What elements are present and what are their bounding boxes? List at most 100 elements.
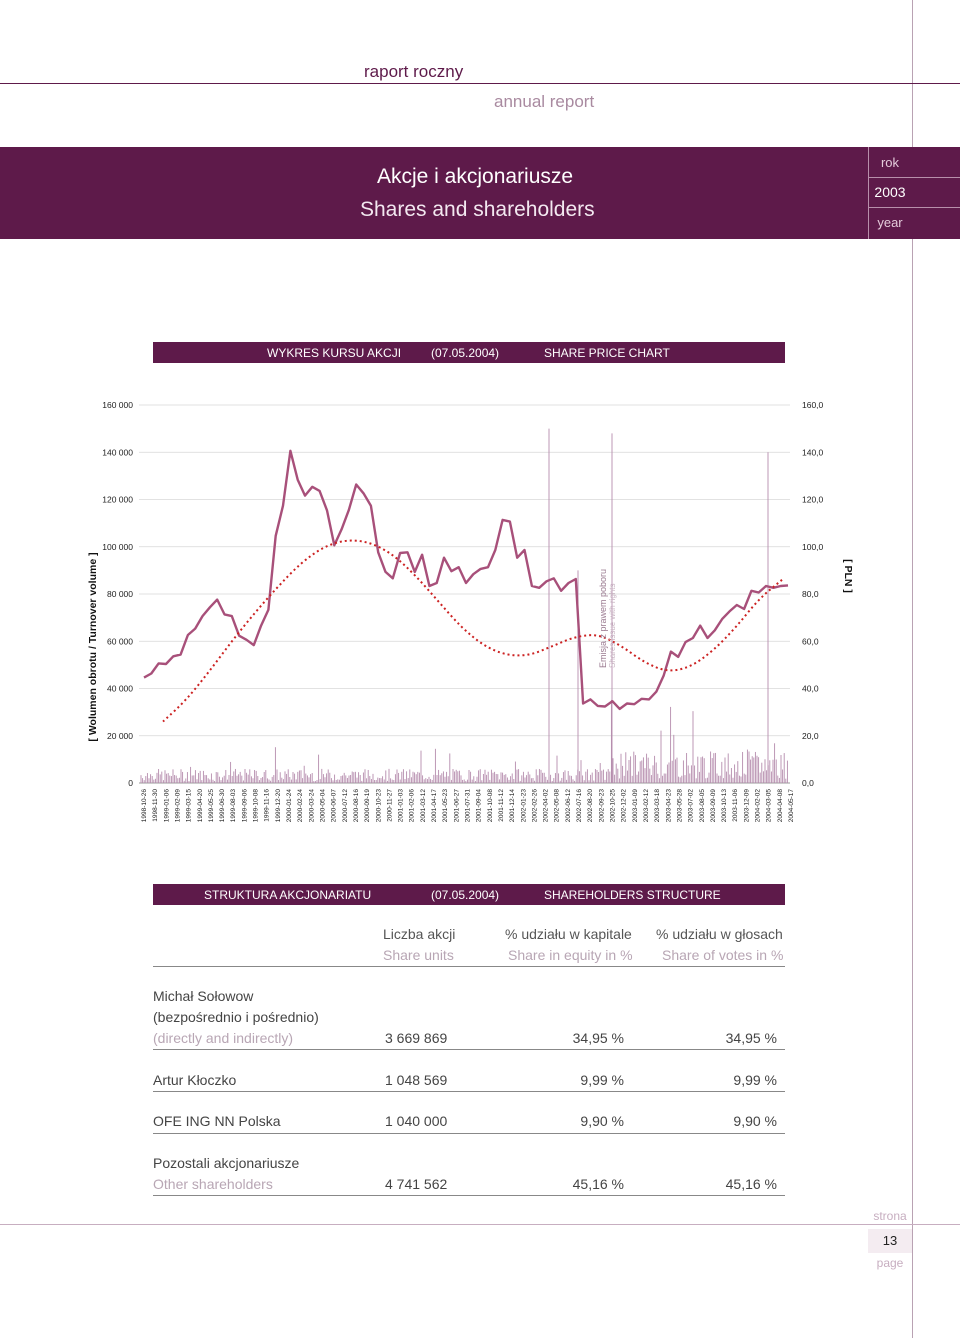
row3-shares: 1 040 000 [385,1113,448,1129]
x-tick-label: 2003-05-28 [676,789,683,823]
left-tick-label: 120 000 [102,495,133,505]
row2-rule [153,1091,785,1092]
row4-name: Pozostali akcjonariusze [153,1155,300,1171]
x-tick-label: 2003-11-06 [732,789,739,822]
year-rule-2 [868,207,960,208]
right-tick-label: 60,0 [802,636,819,646]
page-number: 13 [882,1233,898,1248]
x-tick-label: 1999-10-08 [253,789,260,823]
x-tick-label: 2003-07-02 [688,789,695,823]
right-tick-label: 160,0 [802,400,824,410]
x-tick-label: 2003-04-23 [665,789,672,823]
x-tick-label: 2000-03-24 [308,789,315,823]
row3-rule [153,1133,785,1134]
chart-section-label-en: SHARE PRICE CHART [544,346,670,360]
trend-line [162,539,783,723]
chart-annotation-pl: Emisja z prawem poboru [598,569,608,668]
chart-section-date: (07.05.2004) [431,346,500,360]
shareholders-section-date: (07.05.2004) [431,888,500,902]
x-tick-label: 2002-09-23 [598,789,605,823]
x-tick-label: 2003-03-18 [654,789,661,823]
section-banner [0,147,960,239]
left-tick-label: 0 [128,778,133,788]
left-tick-label: 60 000 [107,636,133,646]
row4-name-en: Other shareholders [153,1176,273,1192]
x-tick-label: 2002-01-23 [520,789,527,823]
x-tick-label: 2000-05-04 [319,789,326,823]
x-tick-label: 1999-02-09 [174,789,181,823]
page-label-en: page [876,1256,904,1270]
col-header-equity-en: Share in equity in % [508,947,633,963]
x-tick-label: 1998-11-30 [152,789,159,822]
x-tick-label: 1999-06-30 [219,789,226,823]
x-tick-label: 2001-01-03 [398,789,405,823]
x-tick-label: 1999-11-16 [264,789,271,822]
row1-rule [153,1049,785,1050]
row4-rule [153,1195,785,1196]
left-tick-label: 80 000 [107,589,133,599]
right-tick-label: 140,0 [802,447,824,457]
right-axis-label: [ PLN ] [842,559,854,593]
row4-votes: 45,16 % [725,1176,777,1192]
left-axis-label: [ Wolumen obrotu / Turnover volume ] [87,552,99,741]
x-tick-label: 1998-10-26 [141,789,148,823]
x-tick-label: 2000-10-23 [375,789,382,823]
x-tick-label: 1999-03-15 [186,789,193,823]
x-tick-label: 1999-09-06 [241,789,248,823]
x-tick-label: 2000-02-24 [297,789,304,823]
x-tick-label: 2001-02-06 [409,789,416,823]
row3-name: OFE ING NN Polska [153,1113,281,1129]
price-line [143,449,789,711]
x-tick-label: 2004-03-05 [766,789,773,823]
x-tick-label: 2003-01-09 [632,789,639,823]
x-tick-label: 1999-08-03 [230,789,237,823]
row2-shares: 1 048 569 [385,1072,448,1088]
left-tick-label: 160 000 [102,400,133,410]
row2-votes: 9,99 % [733,1072,777,1088]
share-price-chart: 0 0,0 20 000 20,0 40 000 40,0 60 000 60,0 80 000… [87,400,854,823]
col-header-votes-en: Share of votes in % [662,947,784,963]
row1-name-en: (directly and indirectly) [153,1030,294,1046]
header-rule [0,83,960,84]
left-tick-label: 40 000 [107,684,133,694]
shareholders-section-label-pl: STRUKTURA AKCJONARIATU [204,888,372,902]
x-tick-label: 2001-12-14 [509,789,516,823]
col-header-shares-en: Share units [383,947,454,963]
page-label-pl: strona [873,1209,907,1223]
x-tick-label: 2001-09-04 [476,789,483,823]
row3-equity: 9,90 % [580,1113,624,1129]
x-tick-label: 2001-03-12 [420,789,427,823]
x-tick-label: 2000-06-07 [331,789,338,823]
right-tick-label: 100,0 [802,542,824,552]
right-tick-label: 120,0 [802,495,824,505]
col-header-equity-pl: % udziału w kapitale [505,926,632,942]
x-tick-label: 2002-07-16 [576,789,583,823]
report-title-en: annual report [494,92,595,111]
chart-section-label-pl: WYKRES KURSU AKCJI [267,346,402,360]
row1-equity: 34,95 % [572,1030,624,1046]
chart-annotation-en: Shares issue with rights [608,584,617,668]
x-tick-label: 2003-10-13 [721,789,728,823]
shareholders-section-bar: STRUKTURA AKCJONARIATU (07.05.2004) SHAR… [153,884,785,905]
left-tick-label: 140 000 [102,447,133,457]
row3-votes: 9,90 % [733,1113,777,1129]
row1-name2: (bezpośrednio i pośrednio) [153,1009,319,1025]
year-rule-1 [868,177,960,178]
row4-shares: 4 741 562 [385,1176,448,1192]
row1-shares: 3 669 869 [385,1030,448,1046]
right-tick-label: 40,0 [802,684,819,694]
x-tick-label: 2001-06-27 [453,789,460,823]
chart-section-bar: WYKRES KURSU AKCJI (07.05.2004) SHARE PR… [153,342,785,363]
x-tick-label: 2001-05-23 [442,789,449,823]
x-tick-label: 1999-05-25 [208,789,215,823]
report-title-pl: raport roczny [364,62,464,81]
page-number-box [868,1229,912,1253]
row2-name: Artur Kłoczko [153,1072,237,1088]
x-tick-label: 2002-06-12 [565,789,572,823]
x-tick-label: 2000-08-16 [353,789,360,823]
x-tick-label: 2000-09-19 [364,789,371,823]
year-value: 2003 [874,184,906,200]
banner-title-en: Shares and shareholders [360,198,595,221]
x-tick-label: 2001-11-12 [498,789,505,822]
x-tick-label: 2003-09-09 [710,789,717,823]
